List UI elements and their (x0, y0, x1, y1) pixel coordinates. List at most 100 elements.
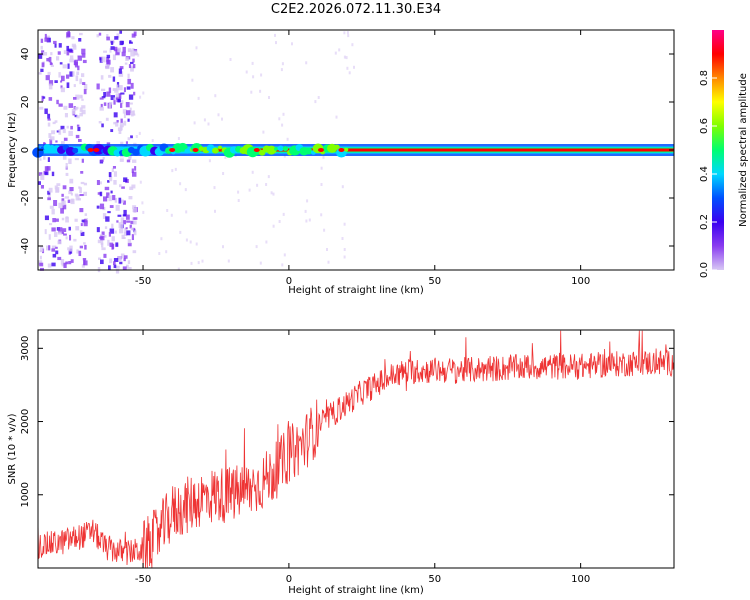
spectrogram-cell (62, 204, 67, 210)
spectrogram-cell (120, 103, 123, 108)
spectrogram-cell (99, 203, 105, 210)
spectrogram-cell (128, 64, 132, 69)
spectrogram-cell (78, 38, 82, 42)
spectrogram-cell (197, 261, 200, 265)
spectrogram-cell (66, 74, 70, 79)
spectrogram-cell (54, 232, 58, 237)
spectrogram-cell (132, 227, 136, 231)
colorbar-gradient (712, 30, 724, 270)
spectrogram-cell (80, 231, 85, 237)
spectrogram-cell (123, 87, 126, 93)
spectrogram-cell (131, 110, 135, 115)
snr-y-label: SNR (10 * v/v) (7, 413, 18, 484)
spectrogram-cell (105, 64, 110, 70)
spectrogram-cell (52, 253, 57, 258)
spectrogram-cell (44, 37, 49, 42)
spectrogram-cell (44, 108, 48, 115)
spectrogram-cell (53, 40, 57, 45)
spectrogram-cell (51, 248, 56, 252)
spectrogram-cell (66, 49, 70, 56)
spectrogram-cell (100, 159, 104, 162)
spectrogram-cell (130, 82, 134, 89)
colorbar: 0.0 0.2 0.4 0.6 0.8 Normalized spectral ampl… (699, 30, 749, 278)
spectrogram-cell (127, 118, 130, 122)
spectrogram-cell (81, 98, 84, 101)
spectrogram-cell (110, 95, 116, 101)
spectrogram-cell (109, 176, 113, 182)
spectrogram-cell (51, 227, 56, 232)
spectrogram-cell (278, 117, 281, 121)
spectrogram-cell (82, 258, 87, 261)
spectrogram-cell (62, 128, 66, 134)
spectrogram-cell (113, 97, 118, 101)
x-tick-label: 50 (428, 574, 441, 585)
spectrogram-cell (343, 255, 346, 259)
spectrogram-cell (214, 94, 217, 98)
spectrogram-cell (274, 33, 276, 37)
spectrogram-cell (127, 48, 132, 52)
spectrogram-cell (47, 122, 51, 127)
spectrogram-cell (102, 157, 105, 160)
spectrogram-cell (73, 60, 76, 66)
colorbar-tick-label: 0.8 (699, 70, 710, 86)
spectrogram-blob (333, 144, 340, 150)
spectrogram-cell (51, 208, 55, 215)
spectrogram-cell (190, 261, 193, 265)
x-tick-label: 100 (571, 276, 590, 287)
spectrogram-cell (83, 89, 87, 95)
spectrogram-cell (118, 130, 122, 134)
spectrogram-cell (55, 250, 59, 255)
spectrogram-cell (120, 100, 124, 104)
spectrogram-cell (75, 75, 79, 82)
spectrogram-cell (314, 100, 317, 104)
spectrogram-cell (326, 248, 328, 251)
spectrogram-cell (113, 171, 118, 177)
spectrogram-cell (130, 50, 135, 57)
snr-x-ticks: -50 0 50 100 (135, 330, 590, 585)
spectrogram-cell (123, 112, 126, 119)
spectrogram-cell (106, 59, 110, 66)
spectrogram-cell (73, 97, 77, 100)
spectrogram-cell (259, 89, 262, 93)
colorbar-ticks: 0.0 0.2 0.4 0.6 0.8 (699, 70, 717, 278)
spectrogram-cell (111, 244, 114, 250)
spectrogram-blob (305, 147, 313, 155)
spectrogram-cell (75, 134, 80, 139)
spectrogram-cell (60, 259, 65, 265)
spectrogram-panel: -50 0 50 100 -40 -20 0 20 40 Height of straight… (7, 29, 675, 296)
spectrogram-cell (55, 246, 58, 249)
snr-x-label: Height of straight line (km) (288, 585, 424, 596)
spectrogram-cell (49, 205, 54, 209)
spectrogram-cell (114, 36, 119, 40)
spectrogram-cell (66, 125, 69, 129)
snr-y-ticks: 1000 2000 3000 (20, 336, 674, 507)
spectrogram-cell (185, 210, 188, 214)
spectrogram-cell (123, 209, 127, 216)
spectrogram-cell (351, 43, 354, 47)
spectrogram-cell (111, 168, 114, 172)
spectrogram-cell (109, 228, 115, 234)
snr-plot-area (38, 330, 674, 568)
spectrogram-cell (79, 107, 83, 112)
spectrogram-cell (283, 154, 286, 158)
spectrogram-cell (74, 114, 78, 118)
spectrogram-cell (56, 56, 60, 61)
spectrogram-cell (179, 182, 182, 186)
spectrogram-cell (63, 233, 67, 236)
spectrogram-cell (111, 223, 114, 229)
spectrogram-cell (56, 130, 60, 133)
spectrogram-cell (270, 191, 273, 195)
spectrogram-cell (105, 117, 109, 121)
spectrogram-cell (138, 131, 141, 135)
spectrogram-cell (122, 46, 126, 53)
spectrogram-cell (83, 182, 88, 186)
spectrogram-cell (115, 121, 119, 127)
spectrogram-cell (129, 154, 132, 159)
spectrogram-cell (51, 262, 56, 267)
spectrogram-cell (113, 261, 116, 266)
spectrogram-cell (58, 43, 62, 48)
x-tick-label: 0 (286, 276, 292, 287)
spectrogram-cell (113, 264, 117, 269)
spectrogram-cell (128, 196, 133, 200)
x-tick-label: -50 (135, 574, 151, 585)
